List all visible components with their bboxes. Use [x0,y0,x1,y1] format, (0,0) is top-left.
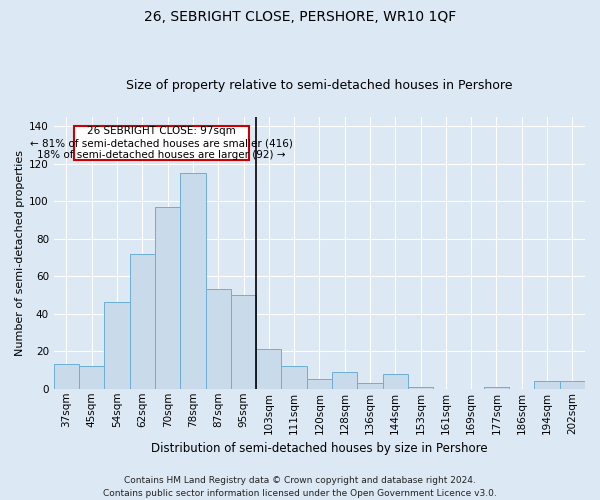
Text: Contains HM Land Registry data © Crown copyright and database right 2024.
Contai: Contains HM Land Registry data © Crown c… [103,476,497,498]
Bar [180,173,206,389]
Bar [408,387,433,389]
Bar [484,387,509,389]
Bar [307,380,332,389]
Title: Size of property relative to semi-detached houses in Pershore: Size of property relative to semi-detach… [126,79,512,92]
Bar [332,372,358,389]
Bar [104,302,130,389]
Bar [256,350,281,389]
Bar [560,382,585,389]
Bar [383,374,408,389]
Bar [206,290,231,389]
Bar [231,295,256,389]
Bar [130,254,155,389]
X-axis label: Distribution of semi-detached houses by size in Pershore: Distribution of semi-detached houses by … [151,442,488,455]
Bar [79,366,104,389]
Bar [74,126,248,160]
Bar [281,366,307,389]
Y-axis label: Number of semi-detached properties: Number of semi-detached properties [15,150,25,356]
Bar [535,382,560,389]
Bar [358,383,383,389]
Bar [54,364,79,389]
Bar [155,207,180,389]
Text: 26, SEBRIGHT CLOSE, PERSHORE, WR10 1QF: 26, SEBRIGHT CLOSE, PERSHORE, WR10 1QF [144,10,456,24]
Text: 26 SEBRIGHT CLOSE: 97sqm
← 81% of semi-detached houses are smaller (416)
18% of : 26 SEBRIGHT CLOSE: 97sqm ← 81% of semi-d… [30,126,293,160]
